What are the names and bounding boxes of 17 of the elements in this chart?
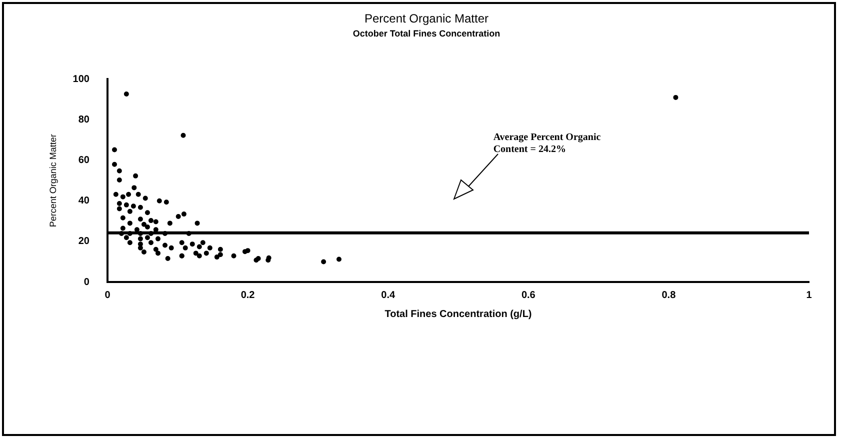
- x-tick-label: 0.4: [381, 290, 396, 301]
- y-tick-label: 40: [78, 196, 90, 207]
- x-tick-label: 0.6: [521, 290, 536, 301]
- x-tick-label: 1: [806, 290, 812, 301]
- chart-title: Percent Organic Matter: [364, 12, 489, 26]
- y-tick-label: 80: [78, 114, 90, 126]
- y-tick-label: 60: [78, 155, 90, 166]
- y-tick-label: 100: [72, 74, 90, 85]
- x-tick-label: 0.2: [240, 290, 256, 301]
- y-axis-title: Percent Organic Matter: [48, 134, 58, 228]
- x-axis-title: Total Fines Concentration (g/L): [384, 308, 532, 320]
- chart-subtitle: October Total Fines Concentration: [352, 28, 500, 38]
- x-tick-label: 0: [104, 290, 111, 301]
- y-tick-label: 20: [78, 236, 90, 248]
- x-tick-label: 0.8: [662, 290, 676, 301]
- annotation: Average Percent Organic Content = 24.2%: [493, 132, 602, 156]
- y-tick-label: 0: [84, 276, 90, 288]
